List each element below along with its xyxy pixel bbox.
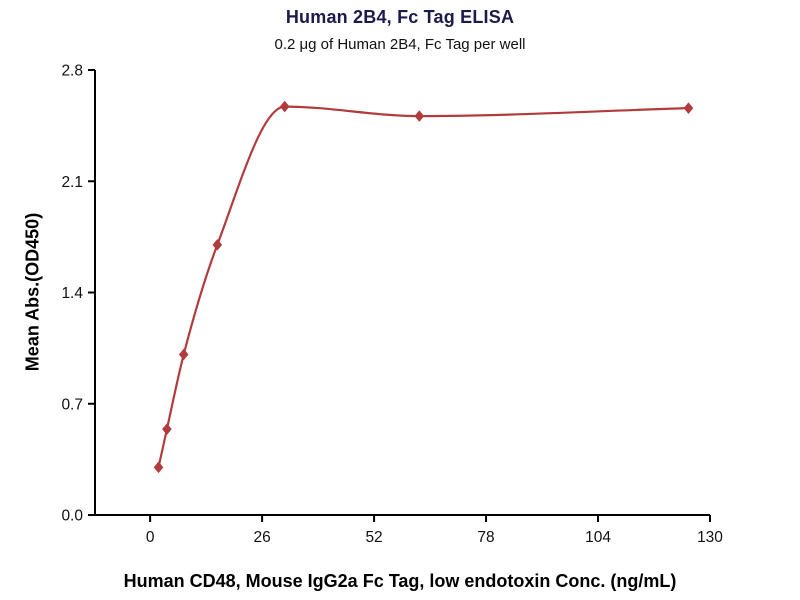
x-axis-title: Human CD48, Mouse IgG2a Fc Tag, low endo… bbox=[123, 571, 677, 591]
data-point bbox=[414, 110, 425, 122]
data-point bbox=[178, 348, 189, 361]
x-tick-label: 0 bbox=[146, 529, 155, 546]
data-point bbox=[153, 461, 164, 474]
data-point bbox=[683, 102, 694, 114]
y-tick-label: 0.7 bbox=[61, 396, 83, 413]
x-tick-label: 26 bbox=[253, 529, 270, 546]
data-point bbox=[279, 100, 290, 113]
y-tick-label: 1.4 bbox=[61, 285, 83, 302]
y-axis-title: Mean Abs.(OD450) bbox=[22, 212, 43, 372]
data-point bbox=[212, 239, 223, 251]
data-point bbox=[162, 423, 172, 435]
fit-curve bbox=[157, 105, 690, 469]
x-tick-label: 104 bbox=[585, 529, 611, 546]
x-tick-label: 52 bbox=[365, 529, 382, 546]
x-tick-label: 78 bbox=[477, 529, 494, 546]
y-tick-label: 2.1 bbox=[61, 174, 83, 191]
x-tick-label: 130 bbox=[697, 529, 723, 546]
y-tick-label: 0.0 bbox=[61, 508, 83, 525]
y-tick-label: 2.8 bbox=[61, 63, 83, 80]
chart-subtitle: 0.2 μg of Human 2B4, Fc Tag per well bbox=[274, 36, 526, 53]
chart-title: Human 2B4, Fc Tag ELISA bbox=[285, 7, 515, 27]
